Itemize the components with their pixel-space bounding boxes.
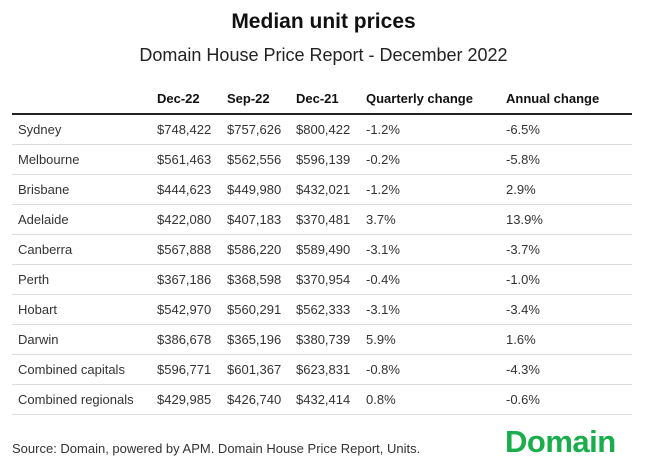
value-cell: $586,220 <box>227 234 296 265</box>
value-cell: $386,678 <box>157 324 227 355</box>
value-cell: 0.8% <box>366 384 506 415</box>
source-note: Source: Domain, powered by APM. Domain H… <box>12 441 421 456</box>
table-row: Combined regionals $429,985 $426,740 $432,4… <box>12 384 632 415</box>
value-cell: $429,985 <box>157 384 227 415</box>
header-cell-region <box>12 84 157 115</box>
domain-logo: Domain <box>505 424 616 459</box>
value-cell: $560,291 <box>227 294 296 325</box>
row-label-cell: Adelaide <box>12 204 157 235</box>
value-cell: $561,463 <box>157 144 227 175</box>
row-label-cell: Combined capitals <box>12 354 157 385</box>
table-row: Darwin $386,678 $365,196 $380,739 5.9% 1.6% <box>12 324 632 355</box>
value-cell: -0.6% <box>506 384 632 415</box>
row-label-cell: Darwin <box>12 324 157 355</box>
row-label-cell: Perth <box>12 264 157 295</box>
value-cell: 13.9% <box>506 204 632 235</box>
value-cell: -0.8% <box>366 354 506 385</box>
table-row: Combined capitals $596,771 $601,367 $623,83… <box>12 354 632 385</box>
value-cell: -3.1% <box>366 294 506 325</box>
header-cell: Annual change <box>506 84 632 115</box>
header-cell: Sep-22 <box>227 84 296 115</box>
row-label-cell: Sydney <box>12 114 157 145</box>
value-cell: $601,367 <box>227 354 296 385</box>
chart-subtitle: Domain House Price Report - December 202… <box>139 45 508 65</box>
value-cell: $432,021 <box>296 174 366 205</box>
value-cell: -1.0% <box>506 264 632 295</box>
value-cell: -6.5% <box>506 114 632 145</box>
table-row: Perth $367,186 $368,598 $370,954 -0.4% -1.0% <box>12 264 632 295</box>
value-cell: 2.9% <box>506 174 632 205</box>
value-cell: $589,490 <box>296 234 366 265</box>
value-cell: $444,623 <box>157 174 227 205</box>
value-cell: $623,831 <box>296 354 366 385</box>
value-cell: -4.3% <box>506 354 632 385</box>
value-cell: -0.2% <box>366 144 506 175</box>
value-cell: 1.6% <box>506 324 632 355</box>
header-cell: Quarterly change <box>366 84 506 115</box>
table-row: Brisbane $444,623 $449,980 $432,021 -1.2% 2.9… <box>12 174 632 205</box>
table-row: Melbourne $561,463 $562,556 $596,139 -0.2% -5… <box>12 144 632 175</box>
value-cell: $370,954 <box>296 264 366 295</box>
value-cell: -1.2% <box>366 114 506 145</box>
table-header: Dec-22 Sep-22 Dec-21 Quarterly change Annual… <box>12 84 632 115</box>
median-unit-prices-table: Dec-22 Sep-22 Dec-21 Quarterly change Annual… <box>12 84 632 415</box>
value-cell: -5.8% <box>506 144 632 175</box>
value-cell: 5.9% <box>366 324 506 355</box>
value-cell: $380,739 <box>296 324 366 355</box>
table-body: Sydney $748,422 $757,626 $800,422 -1.2% -6.5%… <box>12 114 632 415</box>
value-cell: $800,422 <box>296 114 366 145</box>
header-cell: Dec-22 <box>157 84 227 115</box>
value-cell: -3.1% <box>366 234 506 265</box>
table-row: Adelaide $422,080 $407,183 $370,481 3.7% 13.9… <box>12 204 632 235</box>
value-cell: $370,481 <box>296 204 366 235</box>
chart-title: Median unit prices <box>231 10 416 33</box>
value-cell: $365,196 <box>227 324 296 355</box>
value-cell: $542,970 <box>157 294 227 325</box>
table-row: Sydney $748,422 $757,626 $800,422 -1.2% -6.5% <box>12 114 632 145</box>
value-cell: $367,186 <box>157 264 227 295</box>
value-cell: -0.4% <box>366 264 506 295</box>
table-row: Canberra $567,888 $586,220 $589,490 -3.1% -3.… <box>12 234 632 265</box>
value-cell: $449,980 <box>227 174 296 205</box>
row-label-cell: Canberra <box>12 234 157 265</box>
row-label-cell: Brisbane <box>12 174 157 205</box>
value-cell: $567,888 <box>157 234 227 265</box>
value-cell: -3.7% <box>506 234 632 265</box>
value-cell: $562,556 <box>227 144 296 175</box>
value-cell: 3.7% <box>366 204 506 235</box>
value-cell: -3.4% <box>506 294 632 325</box>
value-cell: $757,626 <box>227 114 296 145</box>
row-label-cell: Combined regionals <box>12 384 157 415</box>
value-cell: $368,598 <box>227 264 296 295</box>
row-label-cell: Hobart <box>12 294 157 325</box>
value-cell: $596,771 <box>157 354 227 385</box>
value-cell: $562,333 <box>296 294 366 325</box>
value-cell: $407,183 <box>227 204 296 235</box>
table-row: Hobart $542,970 $560,291 $562,333 -3.1% -3.4% <box>12 294 632 325</box>
value-cell: $422,080 <box>157 204 227 235</box>
value-cell: $596,139 <box>296 144 366 175</box>
value-cell: $426,740 <box>227 384 296 415</box>
header-cell: Dec-21 <box>296 84 366 115</box>
value-cell: $432,414 <box>296 384 366 415</box>
header-row: Dec-22 Sep-22 Dec-21 Quarterly change Annual… <box>12 84 632 115</box>
value-cell: $748,422 <box>157 114 227 145</box>
value-cell: -1.2% <box>366 174 506 205</box>
row-label-cell: Melbourne <box>12 144 157 175</box>
